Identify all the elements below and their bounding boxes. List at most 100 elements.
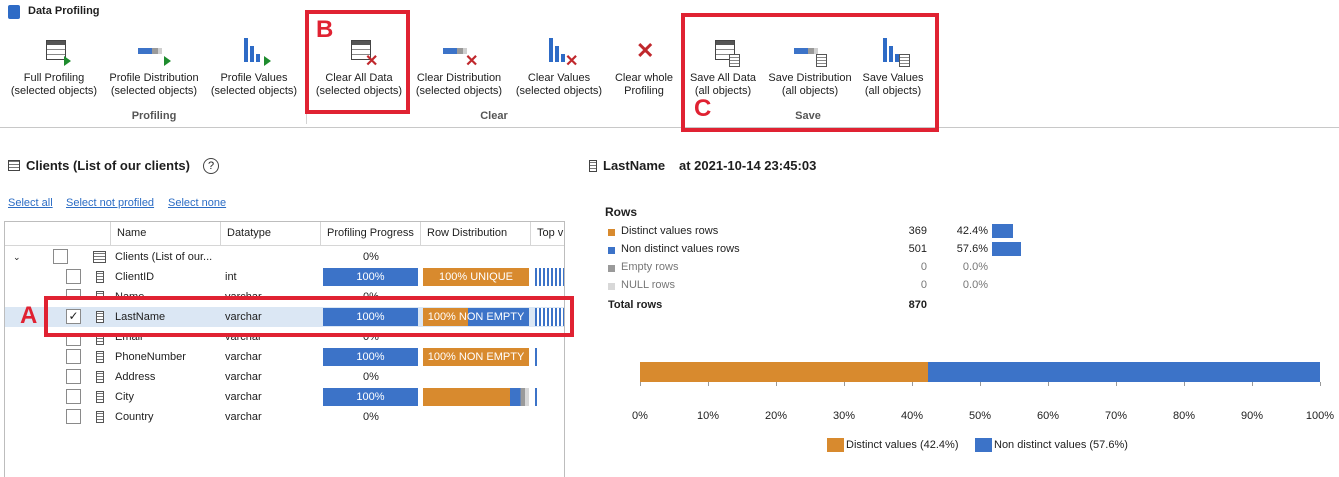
header-row-distribution[interactable]: Row Distribution xyxy=(421,222,531,246)
axis-tick xyxy=(1048,382,1049,386)
stat-pct: 0.0% xyxy=(962,279,988,291)
stat-count: 369 xyxy=(908,225,927,237)
table-row[interactable]: ClientID int 100% 100% UNIQUE xyxy=(5,267,564,287)
row-checkbox[interactable] xyxy=(66,369,81,384)
select-not-profiled-link[interactable]: Select not profiled xyxy=(66,197,155,209)
clear-all-data-label: Clear All Data xyxy=(325,72,393,84)
distribution-bar: 100% NON EMPTY xyxy=(423,348,529,366)
stat-count: 0 xyxy=(920,279,927,291)
annotation-letter-c: C xyxy=(694,95,712,122)
save-distribution-button[interactable]: Save Distribution (all objects) xyxy=(764,32,856,98)
axis-tick xyxy=(776,382,777,386)
save-all-data-button[interactable]: Save All Data (all objects) xyxy=(688,32,758,98)
table-row[interactable]: Name varchar 0% xyxy=(5,287,564,299)
row-checkbox[interactable] xyxy=(66,349,81,364)
row-checkbox[interactable] xyxy=(53,249,68,264)
axis-tick xyxy=(1320,382,1321,386)
profile-values-button[interactable]: Profile Values (selected objects) xyxy=(208,32,300,98)
clear-x-icon: ✕ xyxy=(636,38,655,63)
profile-timestamp: at 2021-10-14 23:45:03 xyxy=(679,158,817,173)
row-datatype: varchar xyxy=(225,351,262,363)
row-checkbox-checked[interactable]: ✓ xyxy=(66,309,81,324)
collapse-chevron-icon[interactable]: ⌄ xyxy=(13,252,21,262)
stat-count: 0 xyxy=(920,261,927,273)
stat-pct: 57.6% xyxy=(956,243,988,255)
play-arrow-icon xyxy=(64,56,71,66)
clear-whole-sublabel: Profiling xyxy=(624,85,664,97)
column-icon xyxy=(96,391,104,403)
row-checkbox[interactable] xyxy=(66,409,81,424)
clear-x-icon: ✕ xyxy=(465,53,479,70)
row-datatype: varchar xyxy=(225,291,262,299)
progress-bar: 100% xyxy=(323,348,418,366)
header-name[interactable]: Name xyxy=(111,222,221,246)
stat-bar xyxy=(992,242,1021,256)
row-datatype: varchar xyxy=(225,371,262,383)
clear-values-button[interactable]: ✕ Clear Values (selected objects) xyxy=(514,32,604,98)
header-top-values[interactable]: Top v xyxy=(531,222,564,246)
row-checkbox[interactable] xyxy=(66,389,81,404)
legend-square xyxy=(608,265,615,272)
clear-distribution-sublabel: (selected objects) xyxy=(415,85,503,97)
table-row[interactable]: City varchar 100% xyxy=(5,387,564,407)
play-arrow-icon xyxy=(264,56,271,66)
values-icon xyxy=(873,32,913,72)
axis-tick xyxy=(912,382,913,386)
top-values-bars xyxy=(535,388,538,406)
legend-swatch xyxy=(975,438,992,452)
row-name: Country xyxy=(115,411,154,423)
profile-distribution-button[interactable]: Profile Distribution (selected objects) xyxy=(106,32,202,98)
table-row[interactable]: Address varchar 0% xyxy=(5,367,564,387)
stat-label: Distinct values rows xyxy=(621,225,719,237)
axis-tick xyxy=(640,382,641,386)
row-name: PhoneNumber xyxy=(115,351,186,363)
column-icon xyxy=(96,371,104,383)
row-name: LastName xyxy=(115,311,166,323)
profile-distribution-sublabel: (selected objects) xyxy=(110,85,198,97)
axis-tick-label: 80% xyxy=(1172,410,1196,422)
clear-all-data-button[interactable]: ✕ Clear All Data (selected objects) xyxy=(314,32,404,98)
full-profiling-button[interactable]: Full Profiling (selected objects) xyxy=(8,32,100,98)
row-datatype: varchar xyxy=(225,391,262,403)
save-distribution-label: Save Distribution xyxy=(768,72,852,84)
row-checkbox[interactable] xyxy=(66,269,81,284)
save-doc-icon xyxy=(729,54,740,67)
clear-whole-profiling-button[interactable]: ✕ Clear whole Profiling xyxy=(608,32,680,98)
row-checkbox[interactable] xyxy=(66,289,81,299)
column-title: LastName xyxy=(603,158,666,173)
table-icon xyxy=(93,251,106,263)
legend-square xyxy=(608,283,615,290)
row-datatype: varchar xyxy=(225,411,262,423)
select-all-link[interactable]: Select all xyxy=(8,197,53,209)
axis-tick xyxy=(708,382,709,386)
clear-whole-label: Clear whole xyxy=(614,72,674,84)
save-values-button[interactable]: Save Values (all objects) xyxy=(858,32,928,98)
top-values-bars xyxy=(535,268,564,286)
table-icon xyxy=(351,40,371,60)
select-none-link[interactable]: Select none xyxy=(168,197,227,209)
axis-tick xyxy=(844,382,845,386)
table-row[interactable]: PhoneNumber varchar 100% 100% NON EMPTY xyxy=(5,347,564,367)
help-icon[interactable]: ? xyxy=(203,158,219,174)
row-name: ClientID xyxy=(115,271,155,283)
row-datatype: int xyxy=(225,271,237,283)
column-icon xyxy=(96,271,104,283)
legend-label: Non distinct values (57.6%) xyxy=(994,439,1128,451)
profiling-group-label: Profiling xyxy=(131,110,177,122)
top-values-bars xyxy=(535,348,538,366)
stat-pct: 42.4% xyxy=(956,225,988,237)
table-row-selected[interactable]: ✓ LastName varchar 100% 100% NON EMPTY xyxy=(5,307,564,327)
table-row-parent[interactable]: ⌄ Clients (List of our... 0% xyxy=(5,247,564,267)
distribution-icon: ✕ xyxy=(439,32,479,72)
axis-tick xyxy=(1252,382,1253,386)
header-datatype[interactable]: Datatype xyxy=(221,222,321,246)
table-row[interactable]: Country varchar 0% xyxy=(5,407,564,427)
legend-square xyxy=(608,229,615,236)
row-datatype: varchar xyxy=(225,333,262,343)
profile-values-sublabel: (selected objects) xyxy=(210,85,298,97)
header-profiling-progress[interactable]: Profiling Progress xyxy=(321,222,421,246)
clear-distribution-button[interactable]: ✕ Clear Distribution (selected objects) xyxy=(414,32,504,98)
axis-tick-label: 60% xyxy=(1036,410,1060,422)
row-progress: 0% xyxy=(363,371,379,383)
distribution-bar: 100% NON EMPTY xyxy=(423,308,529,326)
